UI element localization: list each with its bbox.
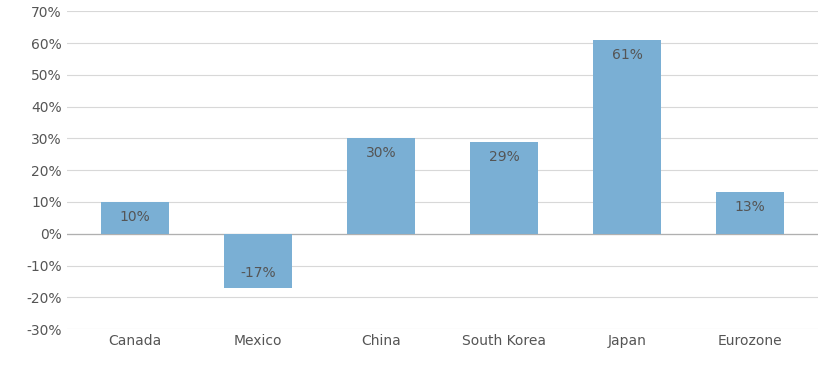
Text: 29%: 29%: [488, 150, 519, 163]
Text: 61%: 61%: [612, 48, 643, 62]
Text: 13%: 13%: [735, 200, 766, 214]
Text: 10%: 10%: [119, 210, 150, 224]
Text: 30%: 30%: [366, 146, 397, 160]
Bar: [347, 138, 415, 234]
Bar: [470, 142, 538, 234]
Bar: [594, 40, 661, 234]
Bar: [716, 192, 784, 234]
Bar: [101, 202, 169, 234]
Text: -17%: -17%: [240, 266, 276, 280]
Bar: [224, 234, 291, 288]
